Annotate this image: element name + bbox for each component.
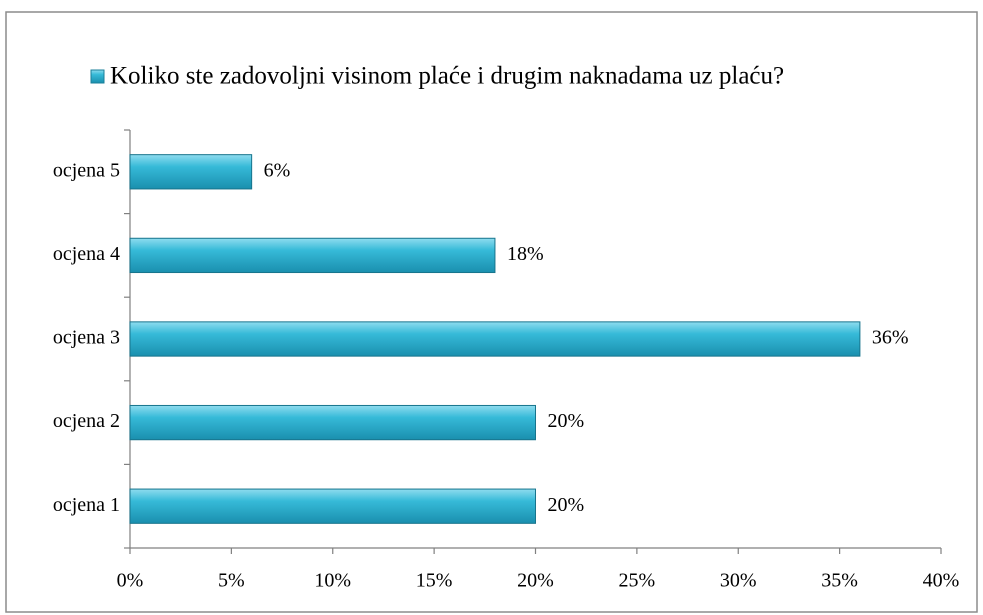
y-tick-label: ocjena 5 xyxy=(53,159,120,181)
legend-swatch xyxy=(90,69,105,84)
x-tick-label: 20% xyxy=(517,570,554,592)
y-tick-label: ocjena 1 xyxy=(53,494,120,516)
legend-label: Koliko ste zadovoljni visinom plaće i dr… xyxy=(110,63,784,90)
value-label: 6% xyxy=(264,159,291,181)
y-tick-label: ocjena 4 xyxy=(53,243,120,265)
value-label: 18% xyxy=(507,243,544,265)
bar xyxy=(129,321,861,357)
y-tick-label: ocjena 3 xyxy=(53,327,120,349)
value-label: 36% xyxy=(872,327,909,349)
bar xyxy=(129,154,253,190)
x-tick-label: 35% xyxy=(821,570,858,592)
value-label: 20% xyxy=(548,494,585,516)
x-tick-label: 15% xyxy=(416,570,453,592)
x-tick-label: 10% xyxy=(314,570,351,592)
x-tick-label: 5% xyxy=(218,570,245,592)
bar xyxy=(129,404,536,441)
x-tick-label: 25% xyxy=(619,570,656,592)
value-label: 20% xyxy=(548,410,585,432)
x-tick-label: 0% xyxy=(117,570,144,592)
bar xyxy=(129,488,536,524)
x-tick-label: 40% xyxy=(923,570,960,592)
x-tick-label: 30% xyxy=(720,570,757,592)
bar xyxy=(129,237,496,274)
y-tick-label: ocjena 2 xyxy=(53,410,120,432)
